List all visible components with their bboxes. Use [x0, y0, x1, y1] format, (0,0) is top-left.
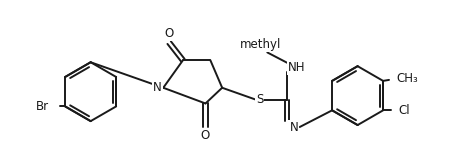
Text: methyl: methyl [240, 38, 281, 51]
Text: N: N [153, 81, 162, 94]
Text: S: S [256, 93, 263, 106]
Text: O: O [164, 27, 174, 40]
Text: NH: NH [288, 61, 305, 74]
Text: N: N [289, 120, 298, 134]
Text: Br: Br [36, 100, 49, 113]
Text: CH₃: CH₃ [397, 72, 419, 86]
Text: Cl: Cl [399, 104, 410, 117]
Text: O: O [201, 129, 210, 142]
